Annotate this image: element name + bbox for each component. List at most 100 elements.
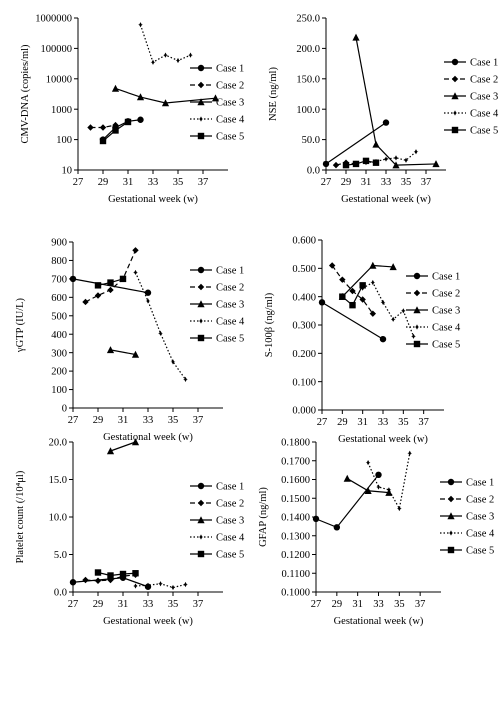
data-point: [400, 308, 406, 314]
data-point: [364, 486, 372, 494]
data-point: [318, 299, 326, 306]
legend-label: Case 5: [470, 126, 498, 137]
x-tick-label: 35: [168, 415, 179, 426]
legend-label: Case 1: [216, 64, 244, 75]
data-point: [170, 584, 176, 591]
y-tick-label: 10.0: [49, 513, 67, 524]
data-point: [133, 269, 138, 276]
legend-label: Case 3: [216, 300, 244, 311]
data-point: [332, 161, 340, 169]
data-point: [380, 299, 386, 305]
y-tick-label: 1000000: [35, 14, 72, 25]
legend-marker: [197, 81, 205, 89]
legend-label: Case 1: [216, 266, 244, 277]
data-point: [339, 293, 346, 300]
x-axis-title: Gestational week (w): [341, 194, 431, 205]
x-tick-label: 37: [415, 599, 426, 610]
data-point: [349, 301, 356, 309]
legend-label: Case 5: [216, 334, 244, 345]
y-tick-label: 0.1800: [281, 438, 310, 449]
data-point: [369, 310, 377, 317]
y-tick-label: 0.0: [54, 588, 67, 599]
y-tick-label: 0.1600: [281, 475, 310, 486]
data-point: [145, 582, 151, 588]
legend-marker: [197, 283, 205, 291]
series-3: [111, 84, 220, 107]
y-tick-label: 100.0: [296, 105, 320, 116]
series-line: [85, 250, 137, 303]
data-point: [119, 570, 127, 578]
x-tick-label: 33: [143, 415, 154, 426]
data-point: [69, 275, 77, 283]
legend-label: Case 4: [216, 533, 245, 544]
legend: Case 1 Case 2 Case 3 Case 4 Case 5: [190, 482, 245, 561]
legend-marker: [448, 530, 454, 536]
y-tick-label: 10: [62, 166, 73, 177]
data-point: [386, 487, 392, 493]
x-tick-label: 31: [118, 415, 129, 426]
data-point: [411, 333, 416, 339]
x-tick-label: 33: [143, 599, 154, 610]
series-line: [367, 453, 411, 511]
series-1: [322, 119, 390, 168]
y-tick-label: 200: [51, 367, 67, 378]
x-tick-label: 37: [193, 599, 204, 610]
x-tick-label: 27: [73, 177, 84, 188]
y-tick-label: 0.200: [292, 349, 316, 360]
legend-label: Case 1: [216, 482, 244, 493]
x-axis-title: Gestational week (w): [108, 194, 198, 205]
legend-marker: [452, 110, 458, 116]
data-point: [106, 447, 115, 455]
series-5: [339, 282, 366, 309]
legend-marker: [197, 266, 205, 274]
data-point: [333, 524, 341, 531]
legend-label: Case 2: [216, 283, 244, 294]
y-axis-title: CMV-DNA (copies/ml): [20, 44, 31, 144]
legend-label: Case 2: [432, 289, 460, 300]
legend-label: Case 2: [466, 495, 494, 506]
y-axis-title: NSE (ng/ml): [268, 67, 279, 121]
data-point: [352, 33, 360, 41]
x-tick-label: 29: [341, 177, 352, 188]
x-tick-label: 37: [193, 415, 204, 426]
data-point: [370, 279, 376, 286]
data-point: [322, 160, 330, 168]
legend-marker: [447, 495, 455, 503]
legend-label: Case 2: [216, 81, 244, 92]
series-4: [138, 22, 193, 65]
x-tick-label: 27: [68, 415, 79, 426]
x-tick-label: 35: [398, 417, 409, 428]
legend: Case 1 Case 2 Case 3 Case 4 Case 5: [190, 266, 245, 345]
y-tick-label: 0.1700: [281, 456, 310, 467]
legend-label: Case 5: [216, 132, 244, 143]
data-point: [150, 59, 156, 65]
data-point: [369, 261, 377, 269]
data-point: [183, 581, 188, 588]
series-line: [110, 441, 136, 452]
x-tick-label: 27: [311, 599, 322, 610]
y-tick-label: 0.400: [292, 292, 316, 303]
series-line: [72, 278, 149, 294]
y-tick-label: 400: [51, 330, 67, 341]
legend-label: Case 3: [216, 98, 244, 109]
x-axis-title: Gestational week (w): [338, 434, 428, 445]
x-tick-label: 29: [93, 415, 104, 426]
y-tick-label: 0.600: [292, 236, 316, 247]
data-point: [342, 161, 350, 169]
data-point: [382, 119, 390, 126]
y-tick-label: 15.0: [49, 475, 67, 486]
legend-label: Case 1: [466, 478, 494, 489]
x-tick-label: 37: [418, 417, 429, 428]
y-tick-label: 100: [56, 135, 72, 146]
data-point: [362, 157, 370, 165]
series-3: [338, 261, 397, 300]
data-point: [403, 157, 409, 163]
data-point: [375, 471, 382, 479]
x-tick-label: 37: [421, 177, 432, 188]
y-tick-label: 0.100: [292, 377, 316, 388]
data-point: [131, 438, 140, 446]
y-tick-label: 100: [51, 385, 67, 396]
series-3: [106, 438, 140, 455]
y-axis-title: γGTP (IU/L): [15, 297, 26, 353]
